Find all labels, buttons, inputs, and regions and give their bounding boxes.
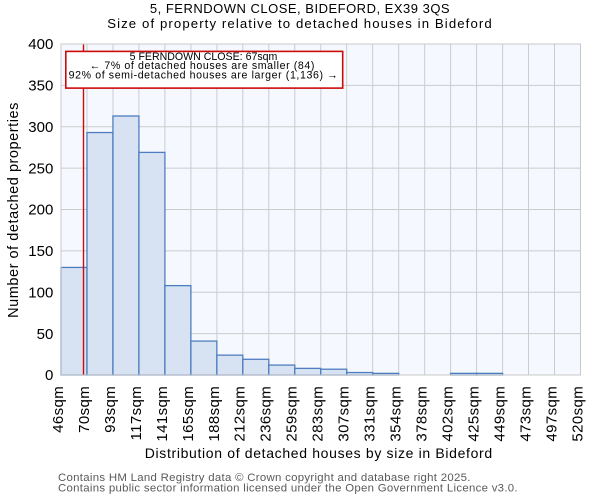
svg-text:520sqm: 520sqm bbox=[569, 386, 586, 442]
svg-text:165sqm: 165sqm bbox=[180, 386, 197, 442]
svg-text:Size of property relative to d: Size of property relative to detached ho… bbox=[107, 16, 493, 31]
svg-text:212sqm: 212sqm bbox=[232, 386, 249, 442]
svg-text:Distribution of detached house: Distribution of detached houses by size … bbox=[145, 445, 493, 461]
svg-text:300: 300 bbox=[28, 119, 53, 136]
svg-text:Number of detached properties: Number of detached properties bbox=[6, 102, 22, 318]
svg-text:378sqm: 378sqm bbox=[414, 386, 431, 442]
svg-text:402sqm: 402sqm bbox=[440, 386, 457, 442]
svg-text:497sqm: 497sqm bbox=[543, 386, 560, 442]
svg-text:188sqm: 188sqm bbox=[206, 386, 223, 442]
svg-text:46sqm: 46sqm bbox=[50, 386, 67, 433]
svg-text:200: 200 bbox=[28, 202, 53, 219]
svg-text:250: 250 bbox=[28, 160, 53, 177]
svg-text:92% of semi-detached houses ar: 92% of semi-detached houses are larger (… bbox=[69, 69, 339, 81]
svg-text:Contains HM Land Registry data: Contains HM Land Registry data © Crown c… bbox=[58, 472, 471, 484]
svg-text:331sqm: 331sqm bbox=[362, 386, 379, 442]
svg-text:100: 100 bbox=[28, 284, 53, 301]
svg-text:117sqm: 117sqm bbox=[128, 386, 145, 441]
svg-text:5, FERNDOWN CLOSE, BIDEFORD, E: 5, FERNDOWN CLOSE, BIDEFORD, EX39 3QS bbox=[150, 1, 450, 16]
svg-text:449sqm: 449sqm bbox=[492, 386, 509, 442]
svg-text:70sqm: 70sqm bbox=[76, 386, 93, 433]
svg-text:473sqm: 473sqm bbox=[517, 386, 534, 442]
svg-text:Contains public sector informa: Contains public sector information licen… bbox=[58, 482, 518, 494]
svg-text:425sqm: 425sqm bbox=[466, 386, 483, 442]
svg-text:150: 150 bbox=[28, 243, 53, 260]
svg-text:236sqm: 236sqm bbox=[258, 386, 275, 442]
svg-text:141sqm: 141sqm bbox=[154, 386, 171, 442]
svg-text:283sqm: 283sqm bbox=[310, 386, 327, 442]
svg-text:259sqm: 259sqm bbox=[284, 386, 301, 442]
svg-text:350: 350 bbox=[28, 78, 53, 95]
svg-text:0: 0 bbox=[45, 367, 53, 384]
svg-text:← 7% of detached houses are sm: ← 7% of detached houses are smaller (84) bbox=[90, 60, 315, 72]
svg-text:50: 50 bbox=[37, 326, 54, 343]
svg-text:400: 400 bbox=[28, 36, 53, 53]
svg-text:307sqm: 307sqm bbox=[336, 386, 353, 442]
svg-text:354sqm: 354sqm bbox=[388, 386, 405, 442]
svg-text:93sqm: 93sqm bbox=[102, 386, 119, 433]
svg-text:5 FERNDOWN CLOSE: 67sqm: 5 FERNDOWN CLOSE: 67sqm bbox=[130, 51, 278, 63]
